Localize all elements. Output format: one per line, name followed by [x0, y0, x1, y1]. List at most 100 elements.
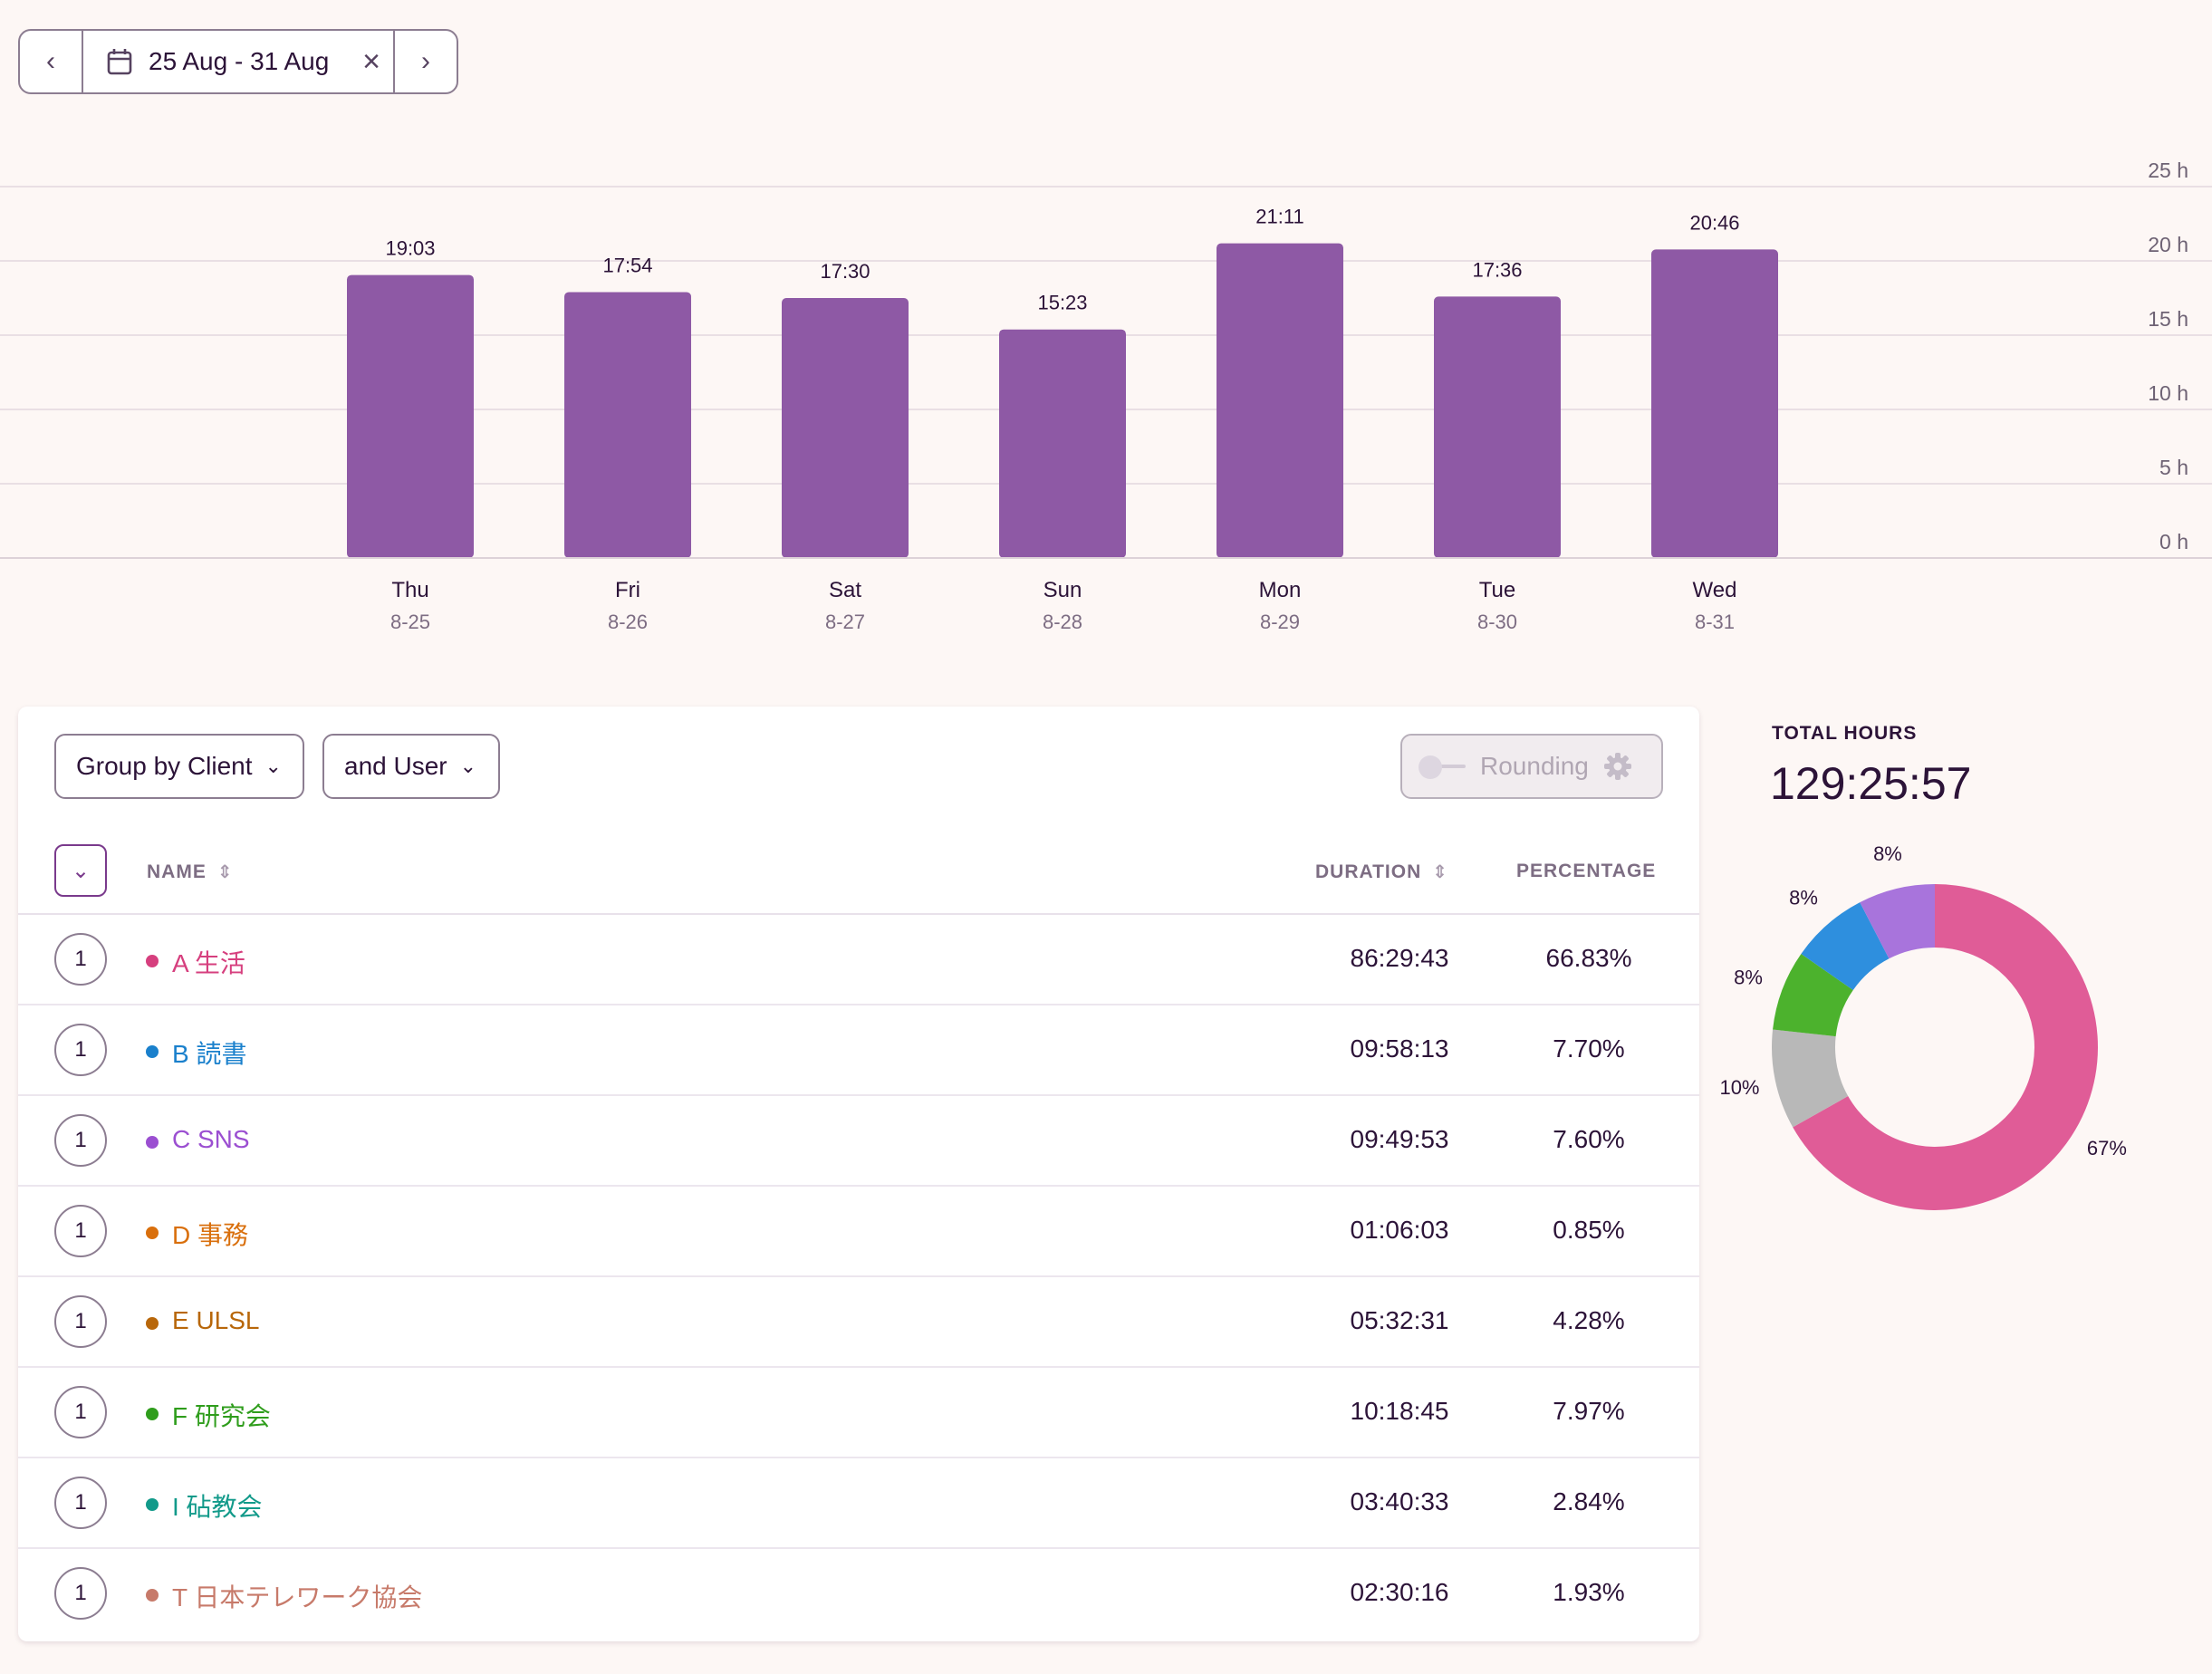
- bar-mon[interactable]: [1217, 243, 1343, 558]
- donut-segment[interactable]: [1860, 884, 1935, 959]
- daily-hours-bar-chart: 0 h 5 h 10 h 15 h 20 h 25 h 19:03 Thu 8-25 17:54 F…: [0, 159, 2212, 633]
- bar-value-label: 15:23: [1037, 292, 1087, 314]
- row-count-badge[interactable]: 1: [54, 1477, 107, 1529]
- table-row[interactable]: 1 A 生活 86:29:43 66.83%: [18, 915, 1699, 1005]
- table-row[interactable]: 1 F 研究会 10:18:45 7.97%: [18, 1368, 1699, 1458]
- client-name: I 砧教会: [172, 1493, 263, 1521]
- client-name: A 生活: [172, 949, 245, 977]
- bar-thu[interactable]: [347, 274, 474, 558]
- client-color-dot: [146, 1589, 159, 1602]
- row-count-badge[interactable]: 1: [54, 1567, 107, 1620]
- date-range-label: 25 Aug - 31 Aug: [149, 47, 330, 75]
- bar-value-label: 21:11: [1255, 206, 1303, 228]
- row-count-badge[interactable]: 1: [54, 1024, 107, 1076]
- client-name: T 日本テレワーク協会: [172, 1583, 423, 1611]
- bar-value-label: 17:30: [820, 260, 870, 283]
- group-by-dropdown[interactable]: Group by Client ⌄: [54, 734, 304, 799]
- bar-sun[interactable]: [999, 329, 1126, 558]
- x-tick-label: Thu: [391, 578, 428, 602]
- bar-sat[interactable]: [782, 298, 909, 558]
- y-tick-label: 15 h: [2148, 307, 2188, 331]
- bar-value-label: 17:54: [602, 254, 652, 276]
- table-row[interactable]: 1 B 読書 09:58:13 7.70%: [18, 1005, 1699, 1096]
- total-hours-label: TOTAL HOURS: [1772, 723, 1918, 744]
- client-color-dot: [146, 1498, 159, 1511]
- client-color-dot: [146, 1408, 159, 1420]
- x-tick-label: Tue: [1479, 578, 1515, 602]
- total-hours-value: 129:25:57: [1770, 758, 1972, 809]
- percentage-column-header: PERCENTAGE: [1516, 861, 1657, 881]
- calendar-icon: [107, 49, 132, 75]
- client-name: C SNS: [172, 1125, 250, 1153]
- row-count-badge[interactable]: 1: [54, 1205, 107, 1257]
- y-tick-label: 25 h: [2148, 159, 2188, 182]
- client-name: D 事務: [172, 1221, 249, 1249]
- x-tick-label: Wed: [1693, 578, 1737, 602]
- chevron-down-icon: ⌄: [264, 755, 282, 777]
- row-count-badge[interactable]: 1: [54, 1114, 107, 1167]
- client-name: E ULSL: [172, 1306, 260, 1334]
- x-tick-date-label: 8-27: [825, 611, 865, 633]
- row-count-badge[interactable]: 1: [54, 1295, 107, 1348]
- duration-column-header[interactable]: DURATION ⇕: [1315, 861, 1449, 882]
- row-count-badge[interactable]: 1: [54, 1386, 107, 1438]
- row-count-badge[interactable]: 1: [54, 933, 107, 986]
- bar-fri[interactable]: [564, 292, 691, 558]
- duration-value: 86:29:43: [1350, 944, 1449, 972]
- client-name: F 研究会: [172, 1402, 271, 1430]
- duration-value: 03:40:33: [1350, 1487, 1449, 1515]
- percentage-value: 0.85%: [1553, 1216, 1625, 1244]
- table-row[interactable]: 1 I 砧教会 03:40:33 2.84%: [18, 1458, 1699, 1549]
- bar-wed[interactable]: [1651, 249, 1778, 558]
- donut-segment[interactable]: [1772, 1029, 1849, 1128]
- sub-group-dropdown[interactable]: and User ⌄: [322, 734, 500, 799]
- clear-icon[interactable]: ×: [362, 43, 380, 79]
- bar-value-label: 19:03: [385, 237, 435, 260]
- x-tick-date-label: 8-25: [390, 611, 430, 633]
- bar-value-label: 17:36: [1472, 258, 1522, 281]
- rounding-label: Rounding: [1480, 752, 1589, 780]
- donut-segment[interactable]: [1773, 953, 1853, 1037]
- date-range-field[interactable]: 25 Aug - 31 Aug ×: [83, 31, 393, 92]
- donut-segment[interactable]: [1801, 902, 1890, 991]
- client-color-dot: [146, 955, 159, 967]
- duration-value: 01:06:03: [1350, 1216, 1449, 1244]
- duration-value: 09:58:13: [1350, 1034, 1449, 1063]
- table-row[interactable]: 1 C SNS 09:49:53 7.60%: [18, 1096, 1699, 1187]
- sort-icon: ⇕: [1432, 862, 1449, 882]
- x-tick-label: Sat: [829, 578, 861, 602]
- name-column-header[interactable]: NAME ⇕: [147, 861, 234, 882]
- chevron-right-icon: ›: [421, 46, 430, 76]
- table-row[interactable]: 1 E ULSL 05:32:31 4.28%: [18, 1277, 1699, 1368]
- y-tick-label: 20 h: [2148, 233, 2188, 256]
- sub-group-label: and User: [344, 752, 447, 780]
- duration-value: 05:32:31: [1350, 1306, 1449, 1334]
- sort-icon: ⇕: [216, 862, 234, 882]
- x-tick-label: Mon: [1259, 578, 1302, 602]
- client-color-dot: [146, 1045, 159, 1058]
- client-color-dot: [146, 1136, 159, 1149]
- bar-tue[interactable]: [1434, 296, 1561, 558]
- chevron-down-icon: ⌄: [459, 755, 477, 777]
- percentage-value: 66.83%: [1545, 944, 1632, 972]
- table-row[interactable]: 1 D 事務 01:06:03 0.85%: [18, 1187, 1699, 1277]
- x-tick-label: Sun: [1043, 578, 1082, 602]
- next-week-button[interactable]: ›: [393, 31, 457, 92]
- y-tick-label: 5 h: [2159, 456, 2188, 479]
- table-header: ⌄ NAME ⇕ DURATION ⇕ PERCENTAGE: [18, 841, 1699, 915]
- gear-icon[interactable]: [1603, 752, 1632, 781]
- previous-week-button[interactable]: ‹: [20, 31, 83, 92]
- report-table-card: Group by Client ⌄ and User ⌄ Rounding ⌄ …: [18, 707, 1699, 1641]
- percentage-value: 7.97%: [1553, 1397, 1625, 1425]
- expand-all-button[interactable]: ⌄: [54, 844, 107, 897]
- donut-segment-label: 10%: [1719, 1076, 1759, 1099]
- donut-segment-label: 8%: [1789, 887, 1818, 909]
- table-row[interactable]: 1 T 日本テレワーク協会 02:30:16 1.93%: [18, 1549, 1699, 1640]
- y-tick-label: 10 h: [2148, 381, 2188, 405]
- donut-segment[interactable]: [1793, 884, 2098, 1210]
- rounding-toggle[interactable]: [1419, 755, 1466, 779]
- x-tick-label: Fri: [615, 578, 640, 602]
- duration-value: 02:30:16: [1350, 1578, 1449, 1606]
- percentage-value: 1.93%: [1553, 1578, 1625, 1606]
- donut-segment-label: 67%: [2087, 1137, 2127, 1159]
